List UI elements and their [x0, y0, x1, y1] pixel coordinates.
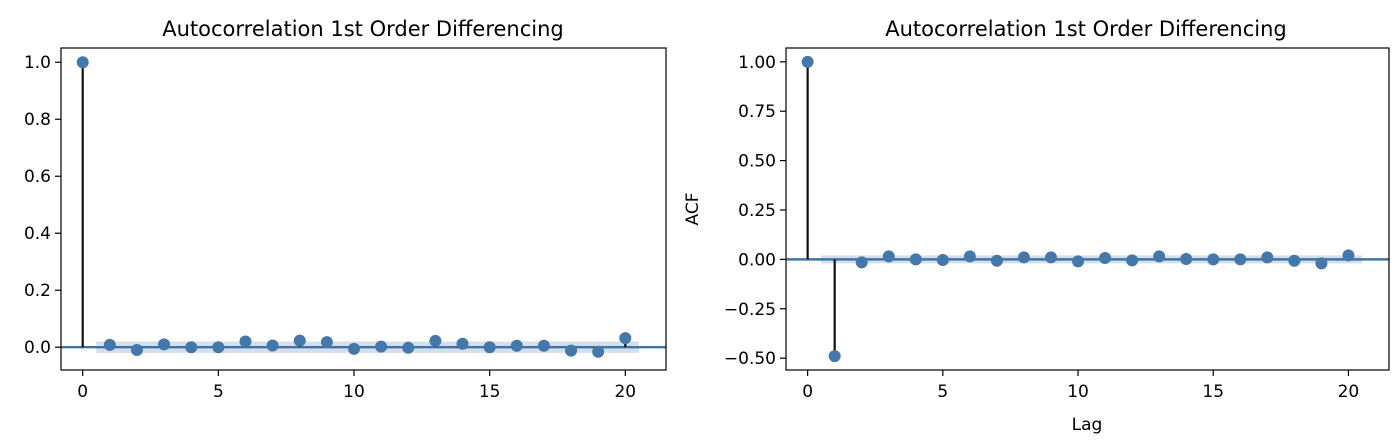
- acf-point: [185, 341, 197, 353]
- y-tick-label: 1.00: [738, 53, 776, 73]
- acf-point: [1342, 249, 1354, 261]
- acf-point: [104, 339, 116, 351]
- acf-point: [511, 340, 523, 352]
- acf-point: [457, 338, 469, 350]
- chart-title: Autocorrelation 1st Order Differencing: [885, 17, 1287, 41]
- y-tick-label: 0.2: [24, 281, 51, 301]
- acf-point: [294, 335, 306, 347]
- acf-point: [1261, 251, 1273, 263]
- acf-point: [158, 338, 170, 350]
- y-tick-label: 0.4: [24, 224, 51, 244]
- acf-point: [1288, 255, 1300, 267]
- acf-point: [212, 341, 224, 353]
- y-tick-label: 0.6: [24, 167, 51, 187]
- acf-point: [1234, 253, 1246, 265]
- acf-point: [565, 345, 577, 357]
- acf-point: [883, 250, 895, 262]
- x-tick-label: 10: [1067, 382, 1089, 402]
- stems-layer: [83, 62, 626, 352]
- acf-point: [321, 336, 333, 348]
- acf-point: [1126, 254, 1138, 266]
- x-tick-label: 20: [1338, 382, 1360, 402]
- markers-layer: [802, 56, 1355, 362]
- acf-point: [1153, 250, 1165, 262]
- plot-frame: [786, 48, 1389, 370]
- x-tick-label: 5: [213, 382, 224, 402]
- y-tick-label: 1.0: [24, 53, 51, 73]
- y-tick-label: −0.50: [724, 349, 776, 369]
- acf-point: [991, 255, 1003, 267]
- acf-point: [402, 342, 414, 354]
- acf-chart-left: Autocorrelation 1st Order Differencing 0…: [24, 17, 666, 402]
- acf-point: [1315, 257, 1327, 269]
- acf-point: [910, 253, 922, 265]
- acf-point: [856, 256, 868, 268]
- y-tick-label: 0.0: [24, 338, 51, 358]
- acf-point: [429, 335, 441, 347]
- acf-point: [619, 332, 631, 344]
- acf-point: [964, 250, 976, 262]
- acf-point: [484, 341, 496, 353]
- acf-point: [375, 341, 387, 353]
- y-tick-label: 0.00: [738, 250, 776, 270]
- acf-point: [1045, 251, 1057, 263]
- y-tick-label: 0.50: [738, 152, 776, 172]
- x-tick-label: 0: [77, 382, 88, 402]
- acf-point: [1099, 252, 1111, 264]
- x-ticks: 0 5 10 15 20: [802, 370, 1359, 402]
- acf-point: [1072, 255, 1084, 267]
- y-tick-label: 0.75: [738, 102, 776, 122]
- y-tick-label: −0.25: [724, 300, 776, 320]
- acf-point: [239, 336, 251, 348]
- y-ticks: 0.0 0.2 0.4 0.6 0.8 1.0: [24, 53, 61, 358]
- x-ticks: 0 5 10 15 20: [77, 370, 636, 402]
- acf-point: [829, 350, 841, 362]
- plot-frame: [61, 48, 666, 370]
- x-tick-label: 10: [343, 382, 365, 402]
- x-tick-label: 0: [802, 382, 813, 402]
- y-tick-label: 0.25: [738, 201, 776, 221]
- stems-layer: [808, 62, 1349, 356]
- acf-point: [267, 339, 279, 351]
- x-tick-label: 20: [614, 382, 636, 402]
- acf-point: [1207, 253, 1219, 265]
- acf-point: [538, 340, 550, 352]
- acf-point: [802, 56, 814, 68]
- acf-chart-right: Autocorrelation 1st Order Differencing 0…: [683, 17, 1389, 435]
- acf-point: [592, 346, 604, 358]
- x-tick-label: 5: [937, 382, 948, 402]
- x-tick-label: 15: [479, 382, 501, 402]
- x-axis-label: Lag: [1072, 415, 1103, 435]
- y-tick-label: 0.8: [24, 110, 51, 130]
- y-ticks: −0.50 −0.25 0.00 0.25 0.50 0.75 1.00: [724, 53, 786, 369]
- acf-point: [348, 343, 360, 355]
- acf-point: [937, 254, 949, 266]
- acf-point: [131, 344, 143, 356]
- x-tick-label: 15: [1202, 382, 1224, 402]
- chart-title: Autocorrelation 1st Order Differencing: [162, 17, 564, 41]
- y-axis-label: ACF: [683, 193, 703, 226]
- markers-layer: [77, 56, 632, 358]
- acf-point: [77, 56, 89, 68]
- acf-point: [1018, 251, 1030, 263]
- acf-point: [1180, 253, 1192, 265]
